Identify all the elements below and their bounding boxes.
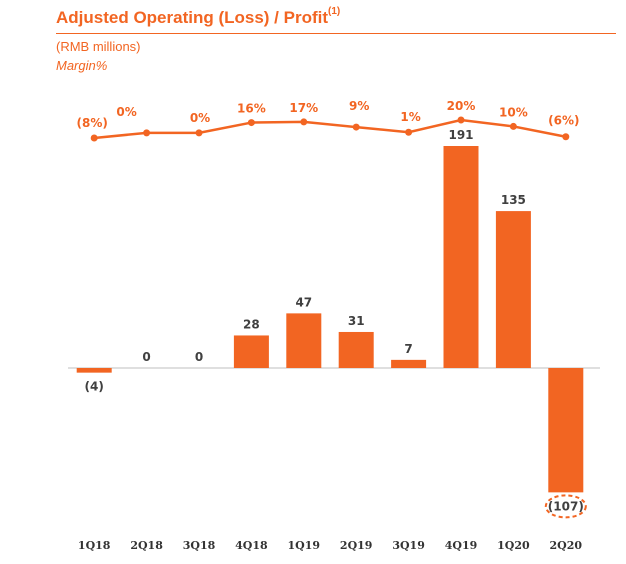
value-label-4q18: 28 [243, 317, 260, 331]
margin-label-3q18: 0% [190, 111, 210, 125]
margin-label-3q19: 1% [400, 110, 420, 124]
value-label-1q18: (4) [85, 380, 104, 394]
margin-point-4q18 [247, 119, 255, 127]
category-label-2q19: 2Q19 [340, 539, 373, 552]
value-label-1q20: 135 [501, 193, 526, 207]
margin-point-2q18 [143, 129, 151, 137]
bar-4q18 [233, 335, 269, 368]
margin-label-1q18: (8%) [77, 116, 108, 130]
margin-series-label: Margin% [56, 58, 108, 73]
bar-1q19 [286, 313, 322, 368]
margin-label-4q18: 16% [237, 102, 266, 116]
bar-2q19 [338, 331, 374, 368]
bar-3q19 [391, 359, 427, 368]
category-label-2q20: 2Q20 [550, 539, 583, 552]
category-label-4q19: 4Q19 [445, 539, 478, 552]
margin-point-2q19 [352, 123, 360, 131]
margin-label-2q18: 0% [116, 105, 136, 119]
value-label-3q18: 0 [195, 350, 203, 364]
highlight-ring [544, 494, 587, 519]
value-label-1q19: 47 [295, 295, 312, 309]
title-divider [56, 33, 616, 34]
margin-label-1q20: 10% [499, 105, 528, 119]
title-footnote: (1) [328, 6, 341, 18]
value-label-2q19: 31 [348, 314, 365, 328]
margin-point-1q18 [90, 134, 98, 142]
margin-point-1q19 [300, 118, 308, 126]
margin-label-1q19: 17% [289, 101, 318, 115]
category-label-3q19: 3Q19 [392, 539, 425, 552]
unit-label: (RMB millions) [56, 39, 141, 54]
margin-point-2q20 [562, 133, 570, 141]
margin-label-4q19: 20% [447, 99, 476, 113]
value-label-4q19: 191 [448, 128, 473, 142]
bar-4q19 [443, 146, 479, 368]
bar-1q20 [495, 211, 531, 368]
category-label-1q19: 1Q19 [288, 539, 321, 552]
category-label-4q18: 4Q18 [235, 539, 268, 552]
value-label-2q18: 0 [142, 350, 150, 364]
category-label-2q18: 2Q18 [130, 539, 163, 552]
margin-point-4q19 [457, 116, 465, 124]
margin-point-3q19 [405, 128, 413, 136]
category-label-3q18: 3Q18 [183, 539, 216, 552]
chart-title: Adjusted Operating (Loss) / Profit(1) [56, 6, 341, 28]
margin-label-2q20: (6%) [548, 114, 579, 128]
value-label-2q20: (107) [548, 499, 584, 513]
bar-2q20 [548, 368, 584, 493]
value-label-3q19: 7 [404, 342, 412, 356]
margin-point-3q18 [195, 129, 203, 137]
bar-1q18 [76, 368, 112, 373]
category-label-1q18: 1Q18 [78, 539, 111, 552]
chart-title-text: Adjusted Operating (Loss) / Profit [56, 8, 329, 27]
category-label-1q20: 1Q20 [497, 539, 530, 552]
margin-label-2q19: 9% [349, 99, 369, 113]
margin-point-1q20 [509, 122, 517, 130]
margin-line [94, 118, 567, 140]
